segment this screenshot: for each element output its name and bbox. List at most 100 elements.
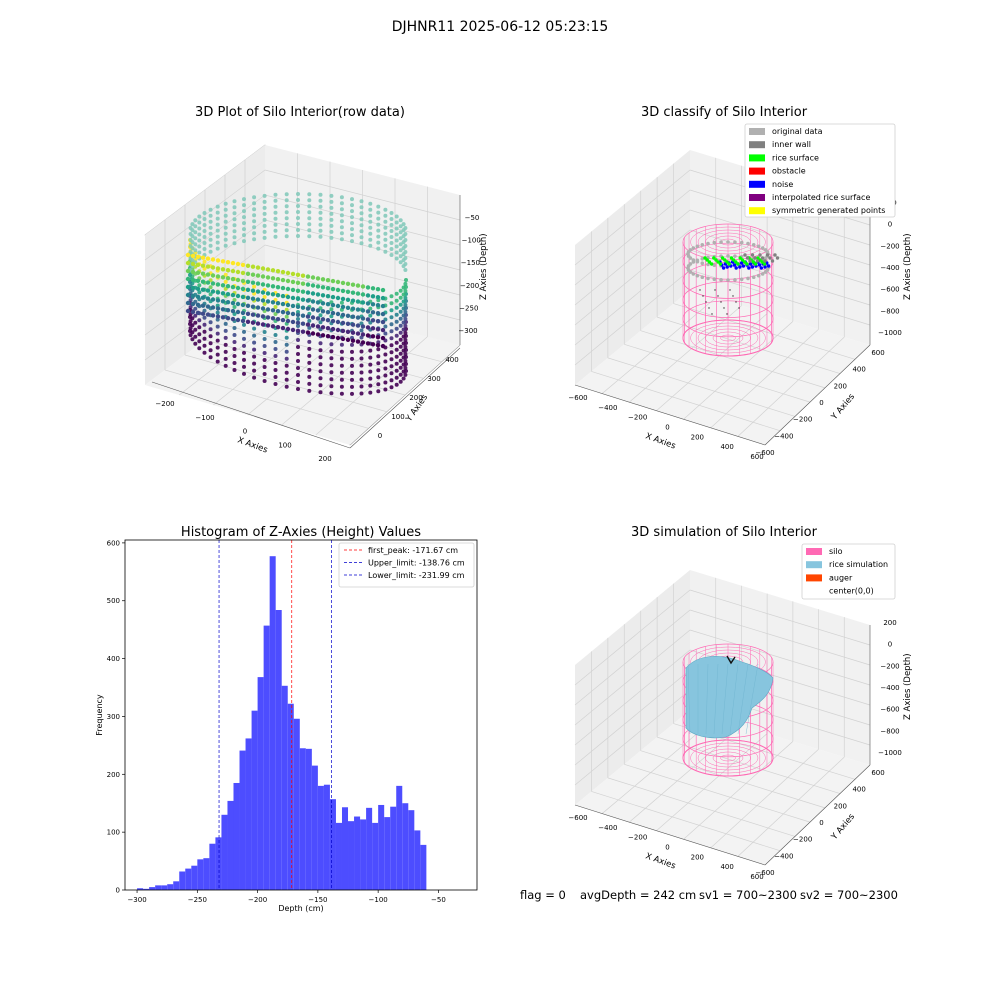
raw-point <box>273 204 278 209</box>
raw-point <box>398 372 403 377</box>
cls-point-original <box>726 278 730 282</box>
raw-point <box>345 297 351 302</box>
cls-point-rice <box>707 260 712 264</box>
raw-point <box>365 333 371 338</box>
raw-point <box>318 376 323 381</box>
raw-point <box>284 307 289 312</box>
raw-point <box>235 293 241 299</box>
raw-point <box>284 335 289 340</box>
raw-point <box>398 236 403 241</box>
raw-point <box>345 305 351 310</box>
raw-point <box>197 325 202 330</box>
raw-point <box>215 290 221 295</box>
raw-point <box>232 241 237 246</box>
raw-point <box>401 285 406 290</box>
sim-ytick-5: 400 <box>852 786 865 794</box>
raw-point <box>380 295 386 301</box>
raw-point <box>360 300 366 305</box>
raw-point <box>403 337 408 342</box>
cls-point-sparse <box>699 289 701 291</box>
raw-point <box>339 384 344 389</box>
raw-point <box>318 348 323 353</box>
raw-point <box>273 368 278 372</box>
histogram-x-axis-label: Depth (cm) <box>278 904 323 913</box>
raw-point <box>389 229 394 233</box>
raw-point <box>223 328 228 333</box>
raw-point <box>280 325 286 331</box>
raw-point <box>262 330 267 334</box>
raw-point <box>376 204 381 209</box>
raw-point <box>252 225 257 230</box>
raw-point <box>195 310 201 315</box>
raw-point <box>376 210 381 215</box>
raw-point <box>193 313 198 318</box>
raw-point <box>389 301 394 306</box>
raw-point <box>202 336 207 341</box>
raw-point <box>394 347 399 352</box>
histogram-bar <box>390 806 397 890</box>
cls-point-rice <box>745 262 749 266</box>
cls-point-noise <box>757 263 762 267</box>
histogram-ytick-label: 100 <box>107 829 120 837</box>
raw-point <box>232 217 237 222</box>
raw-point <box>210 273 216 278</box>
raw-point <box>310 307 316 312</box>
raw-point <box>190 269 196 275</box>
raw-point <box>252 237 257 242</box>
cls-point-rice <box>731 258 736 262</box>
raw-point <box>398 242 403 247</box>
histogram-ytick-label: 600 <box>107 539 120 547</box>
raw-point <box>305 314 311 319</box>
raw-point <box>318 210 323 215</box>
histogram-bar <box>384 817 391 890</box>
raw-point <box>193 320 198 325</box>
raw-point <box>270 276 276 281</box>
raw-point <box>300 321 306 326</box>
raw-point <box>280 309 286 315</box>
raw-ztick-0: −50 <box>465 214 480 222</box>
raw-point <box>205 312 211 317</box>
raw-point <box>210 305 216 310</box>
cls-point-noise <box>748 262 753 266</box>
raw-point <box>220 259 226 264</box>
cls-point-original <box>712 277 717 282</box>
raw-point <box>245 311 251 316</box>
raw-point <box>403 358 408 363</box>
raw-point <box>220 267 226 272</box>
sim-xtick-5: 400 <box>720 863 733 871</box>
raw-point <box>307 360 312 365</box>
raw-point <box>307 339 312 344</box>
raw-point <box>307 192 312 197</box>
histogram-bar <box>275 610 282 890</box>
raw-point <box>325 294 331 299</box>
raw-point <box>185 276 191 282</box>
cls-xtick-3: 0 <box>665 424 669 432</box>
classify-y-axis-label: Y Axies <box>829 392 857 423</box>
raw-point <box>350 233 354 238</box>
cls-legend-swatch-1 <box>749 141 765 149</box>
raw-point <box>230 284 236 290</box>
raw-point <box>360 284 366 289</box>
raw-point <box>339 219 344 224</box>
raw-point <box>350 215 354 220</box>
raw-point <box>307 216 312 221</box>
raw-point <box>215 210 220 215</box>
raw-point <box>273 354 278 358</box>
raw-point <box>403 295 408 300</box>
histogram-bar <box>221 814 228 890</box>
raw-point <box>223 363 228 368</box>
histogram-legend-label-0: first_peak: -171.67 cm <box>368 546 458 555</box>
cls-point-original <box>739 240 744 245</box>
raw-point <box>375 343 381 348</box>
sim-ytick-1: −400 <box>774 852 793 860</box>
raw-point <box>240 278 246 284</box>
raw-point <box>215 282 221 287</box>
sim-ztick-6: −1000 <box>878 749 902 757</box>
raw-point <box>300 297 306 302</box>
raw-point <box>285 310 291 316</box>
raw-point <box>295 272 301 277</box>
raw-point <box>315 300 321 305</box>
cls-xtick-4: 200 <box>691 433 704 441</box>
sim-legend-swatch-0 <box>806 548 822 555</box>
raw-point <box>325 310 331 315</box>
